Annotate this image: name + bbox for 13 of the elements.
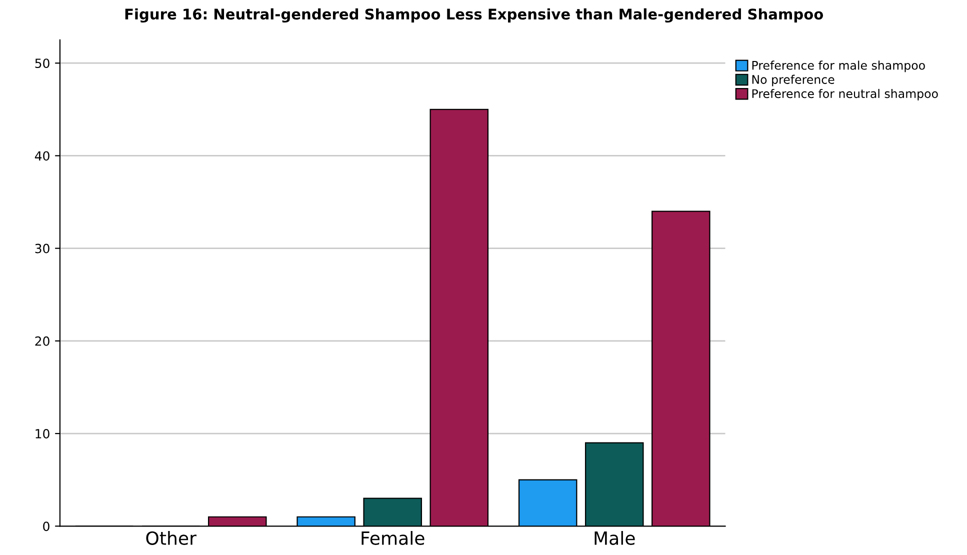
y-tick-label: 40 (34, 151, 50, 161)
chart-title: Figure 16: Neutral-gendered Shampoo Less Expensive than Male-gendered Shampoo (125, 8, 824, 23)
x-tick-label: Female (362, 531, 424, 545)
legend-label: No preference (752, 74, 834, 86)
y-tick-label: 0 (43, 522, 50, 532)
y-tick-label: 20 (35, 336, 50, 346)
x-tick-label: Other (146, 531, 196, 545)
y-tick-label: 10 (36, 429, 50, 438)
x-tick-label: Male (594, 531, 635, 545)
legend-label: Preference for male shampoo (752, 60, 925, 72)
y-tick-label: 50 (35, 58, 50, 68)
y-tick-label: 30 (35, 244, 50, 254)
legend-label: Preference for neutral shampoo (752, 88, 938, 100)
